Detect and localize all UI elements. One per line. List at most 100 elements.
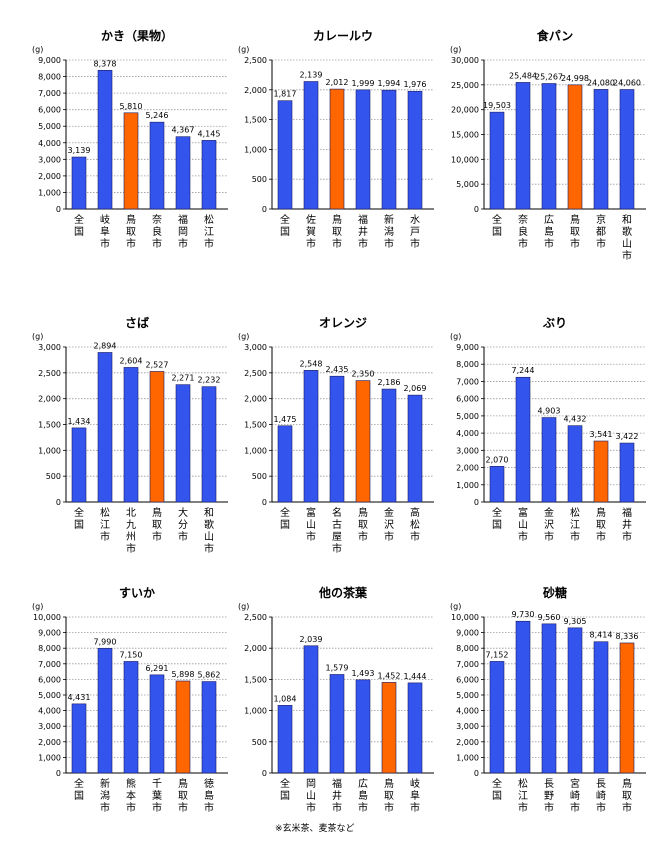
y-tick-label: 5,000 xyxy=(38,122,61,131)
x-tick-label: 全国 xyxy=(280,777,290,802)
chart-svg: すいか (g) 0 1,000 2,000 3,000 4,000 5,000 6,000 7,0… xyxy=(32,586,228,814)
y-tick-label: 1,000 xyxy=(244,707,267,716)
data-label: 7,150 xyxy=(120,650,143,659)
y-unit-label: (g) xyxy=(450,332,461,341)
bar xyxy=(329,674,345,774)
bar xyxy=(123,112,139,210)
bar xyxy=(489,661,505,774)
data-label: 6,291 xyxy=(146,664,169,673)
bar xyxy=(541,623,557,774)
data-label: 4,367 xyxy=(172,126,195,135)
x-tick-label: 大分市 xyxy=(178,506,188,543)
data-label: 24,998 xyxy=(561,74,589,83)
x-tick-label: 鳥取市 xyxy=(384,777,394,814)
y-tick-label: 1,000 xyxy=(244,446,267,455)
data-label: 4,145 xyxy=(198,129,221,138)
chart-svg: 砂糖 (g) 0 1,000 2,000 3,000 4,000 5,000 6,000 7,00… xyxy=(450,585,646,814)
bar xyxy=(149,674,165,774)
bar xyxy=(541,417,557,503)
y-unit-label: (g) xyxy=(32,45,43,54)
bar xyxy=(381,682,397,774)
x-tick-label: 北九州市 xyxy=(126,507,136,555)
y-tick-label: 7,000 xyxy=(38,89,61,98)
y-tick-label: 2,500 xyxy=(38,369,61,378)
data-label: 2,271 xyxy=(172,374,195,383)
y-tick-label: 500 xyxy=(46,472,61,481)
y-tick-label: 10,000 xyxy=(33,613,61,622)
x-tick-label: 松江市 xyxy=(100,506,110,543)
bar xyxy=(593,641,609,774)
y-tick-label: 5,000 xyxy=(456,691,479,700)
bar xyxy=(123,661,139,774)
y-tick-label: 4,000 xyxy=(456,707,479,716)
data-label: 2,527 xyxy=(146,360,169,369)
y-unit-label: (g) xyxy=(32,602,43,611)
chart-title: カレールウ xyxy=(313,29,373,43)
y-tick-label: 1,500 xyxy=(244,675,267,684)
x-tick-label: 松江市 xyxy=(570,506,580,543)
bar xyxy=(97,352,113,503)
data-label: 3,139 xyxy=(68,146,91,155)
chart-title: 食パン xyxy=(536,28,574,43)
x-tick-label: 奈良市 xyxy=(518,213,528,250)
chart-grid: かき（果物） (g) 0 1,000 2,000 3,000 4,000 5,000 6,000… xyxy=(30,28,663,814)
data-label: 1,817 xyxy=(274,90,297,99)
data-label: 2,139 xyxy=(300,71,323,80)
x-tick-label: 鳥取市 xyxy=(570,213,580,250)
data-label: 1,999 xyxy=(352,79,375,88)
y-tick-label: 6,000 xyxy=(38,675,61,684)
chart-title: ぶり xyxy=(542,316,567,330)
y-tick-label: 2,000 xyxy=(456,738,479,747)
bar xyxy=(619,642,635,774)
y-tick-label: 2,000 xyxy=(38,395,61,404)
footnote: ※玄米茶、麦茶など xyxy=(275,824,355,834)
y-tick-label: 5,000 xyxy=(456,412,479,421)
data-label: 7,990 xyxy=(94,637,117,646)
bar xyxy=(593,89,609,210)
y-tick-label: 8,000 xyxy=(456,644,479,653)
bar xyxy=(593,440,609,503)
bar xyxy=(567,84,583,210)
data-label: 2,232 xyxy=(198,376,221,385)
x-tick-label: 岡山市 xyxy=(306,778,316,814)
y-tick-label: 3,000 xyxy=(456,446,479,455)
bar xyxy=(175,384,191,503)
data-label: 9,305 xyxy=(564,617,587,626)
x-tick-label: 長野市 xyxy=(544,778,554,814)
x-tick-label: 千葉市 xyxy=(152,778,162,814)
y-tick-label: 3,000 xyxy=(38,155,61,164)
y-tick-label: 10,000 xyxy=(451,613,479,622)
data-label: 4,903 xyxy=(538,407,561,416)
y-tick-label: 0 xyxy=(56,498,61,507)
data-label: 1,579 xyxy=(326,663,349,672)
data-label: 1,475 xyxy=(274,415,297,424)
bar xyxy=(619,89,635,210)
bar xyxy=(175,136,191,210)
bar xyxy=(71,427,87,503)
bar xyxy=(407,90,423,210)
bar xyxy=(515,82,531,210)
bar xyxy=(407,394,423,503)
x-tick-label: 岐阜市 xyxy=(410,777,420,814)
x-tick-label: 松江市 xyxy=(518,777,528,814)
x-tick-label: 広島市 xyxy=(544,213,554,250)
x-tick-label: 鳥取市 xyxy=(358,506,368,543)
y-tick-label: 0 xyxy=(474,498,479,507)
y-tick-label: 3,000 xyxy=(244,343,267,352)
y-tick-label: 500 xyxy=(252,738,267,747)
y-unit-label: (g) xyxy=(238,45,249,54)
chart-yellowtail: ぶり (g) 0 1,000 2,000 3,000 4,000 5,000 6,000 7,00… xyxy=(448,313,663,593)
y-tick-label: 6,000 xyxy=(38,106,61,115)
chart-mackerel: さば (g) 0 500 1,000 1,500 2,000 2,500 3,000 1,434 全… xyxy=(30,313,245,593)
y-tick-label: 8,000 xyxy=(456,360,479,369)
x-tick-label: 高松市 xyxy=(410,506,420,543)
y-tick-label: 8,000 xyxy=(38,73,61,82)
bar xyxy=(567,627,583,774)
x-tick-label: 福井市 xyxy=(622,506,632,543)
x-tick-label: 松江市 xyxy=(204,213,214,250)
data-label: 2,350 xyxy=(352,370,375,379)
x-tick-label: 全国 xyxy=(74,213,84,238)
y-unit-label: (g) xyxy=(450,602,461,611)
bar xyxy=(407,682,423,774)
bar xyxy=(303,370,319,503)
